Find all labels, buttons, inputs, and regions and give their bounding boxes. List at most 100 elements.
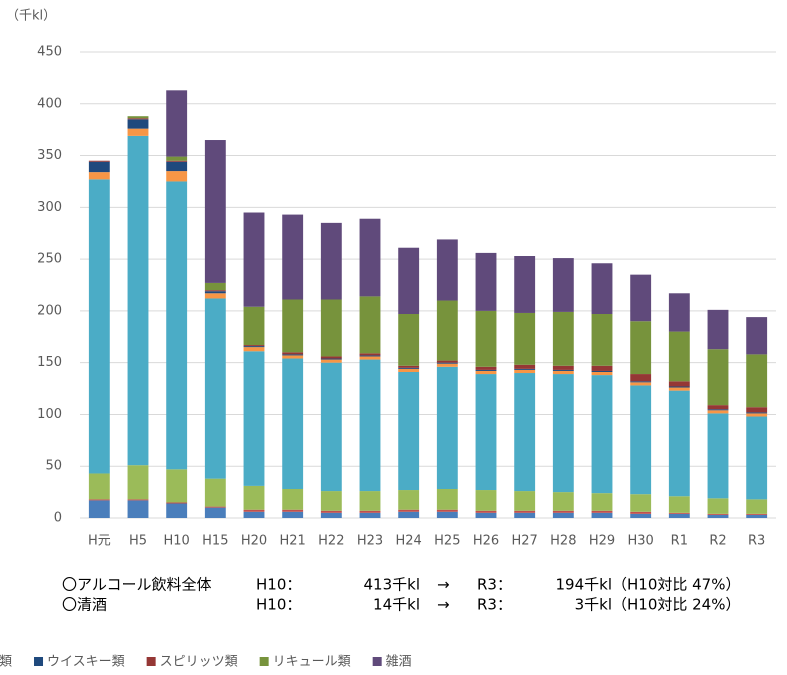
bar-segment — [552, 258, 574, 312]
bar-segment — [243, 212, 265, 307]
bar-segment — [746, 412, 768, 414]
bar-segment — [88, 499, 110, 501]
bar-segment — [552, 374, 574, 493]
y-tick-label: 200 — [37, 303, 62, 318]
bar-segment — [243, 509, 265, 512]
bar-segment — [630, 274, 652, 322]
note-label: 〇アルコール飲料全体 — [62, 576, 212, 594]
bar-segment — [88, 160, 110, 162]
bar-segment — [398, 367, 420, 369]
x-tick-label: H24 — [396, 534, 422, 549]
bar-segment — [359, 353, 381, 356]
bar-segment — [204, 290, 226, 292]
bar-segment — [707, 309, 729, 350]
bar-segment — [514, 491, 536, 511]
y-tick-label: 250 — [37, 252, 62, 267]
x-tick-label: H27 — [512, 534, 538, 549]
bar-segment — [707, 405, 729, 410]
bar-segment — [282, 489, 304, 510]
bar-segment — [166, 171, 188, 182]
bar-segment — [630, 513, 652, 518]
bar-segment — [166, 156, 188, 161]
bar-segment — [746, 514, 768, 518]
legend-swatch — [146, 657, 156, 666]
bar-segment — [398, 371, 420, 491]
bar-segment — [707, 413, 729, 499]
bar-segment — [398, 365, 420, 368]
bar-segment — [398, 247, 420, 314]
bar-segment — [88, 473, 110, 500]
bar-segment — [707, 514, 729, 518]
bar-segment — [398, 368, 420, 372]
bar-segment — [707, 410, 729, 414]
x-tick-label: H29 — [589, 534, 615, 549]
bar-segment — [552, 369, 574, 371]
bar-segment — [591, 365, 613, 371]
y-tick-label: 450 — [37, 45, 62, 60]
bar-segment — [320, 510, 342, 513]
bar-segment — [204, 293, 226, 299]
note-from: H10： — [256, 576, 301, 594]
bar-segment — [398, 490, 420, 510]
bar-segment — [514, 373, 536, 492]
legend-swatch — [34, 657, 44, 666]
x-tick-label: R2 — [709, 534, 726, 549]
bar-segment — [166, 90, 188, 157]
bar-segment — [475, 490, 497, 511]
bar-segment — [436, 489, 458, 510]
bar-segment — [591, 512, 613, 518]
note-from: H10： — [256, 596, 301, 614]
bar-segment — [630, 494, 652, 512]
bar-segment — [591, 370, 613, 372]
bar-segment — [668, 331, 690, 382]
bar-segment — [166, 161, 188, 172]
bar-segment — [436, 511, 458, 518]
legend-swatch — [372, 657, 382, 666]
bar-segment — [359, 296, 381, 354]
bar-segment — [514, 512, 536, 518]
x-tick-label: H5 — [129, 534, 147, 549]
bar-segment — [668, 387, 690, 391]
x-tick-label: H26 — [473, 534, 499, 549]
bar-segment — [204, 282, 226, 291]
bar-segment — [436, 362, 458, 364]
bar-segment — [243, 511, 265, 518]
bar-segment — [552, 492, 574, 511]
legend-swatch — [259, 657, 269, 666]
bar-segment — [514, 256, 536, 313]
bar-segment — [668, 381, 690, 387]
bar-segment — [320, 362, 342, 492]
note-to-value: 194千kl — [556, 576, 613, 594]
bar-segment — [436, 300, 458, 361]
bar-segment — [475, 374, 497, 491]
bar-segment — [475, 252, 497, 311]
bar-segment — [630, 381, 652, 383]
bar-segment — [475, 369, 497, 371]
bar-segment — [746, 317, 768, 355]
bar-segment — [514, 369, 536, 374]
bar-segment — [204, 506, 226, 508]
note-to: R3： — [477, 576, 512, 594]
bar-segment — [204, 298, 226, 479]
bar-segment — [320, 299, 342, 357]
bar-segment — [127, 119, 149, 129]
bar-segment — [514, 510, 536, 513]
y-tick-label: 150 — [37, 355, 62, 370]
bar-segment — [127, 118, 149, 120]
bar-segment — [707, 409, 729, 411]
bar-segment — [88, 161, 110, 173]
y-tick-label: 350 — [37, 148, 62, 163]
bar-segment — [707, 349, 729, 406]
bar-segment — [746, 413, 768, 417]
bar-segment — [591, 263, 613, 314]
bar-segment — [320, 359, 342, 363]
bar-segment — [707, 513, 729, 515]
bar-segment — [282, 355, 304, 359]
bar-segment — [88, 172, 110, 180]
x-tick-label: H30 — [628, 534, 654, 549]
x-tick-label: H20 — [241, 534, 267, 549]
bar-segment — [359, 510, 381, 513]
bar-segment — [398, 509, 420, 512]
bar-segment — [282, 352, 304, 355]
bar-segment — [746, 407, 768, 413]
